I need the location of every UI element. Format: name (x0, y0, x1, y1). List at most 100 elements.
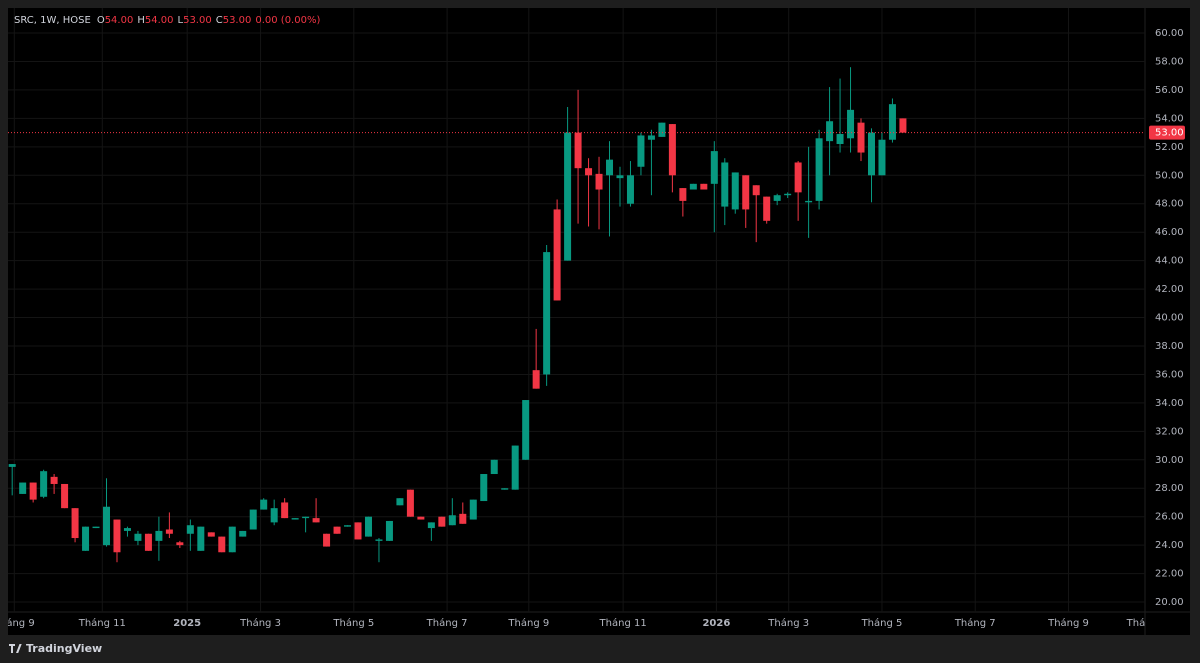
candle-body (260, 499, 268, 510)
change: 0.00 (0.00%) (255, 15, 320, 26)
candle-body (40, 471, 48, 497)
candle-body (857, 122, 865, 153)
symbol: SRC, 1W, HOSE (14, 15, 91, 26)
candle-body (647, 135, 655, 140)
ohlc-value: 53.00 (183, 15, 212, 26)
candle-body (511, 445, 519, 490)
x-tick-label: Tháng 5 (861, 617, 903, 629)
candle-body (700, 183, 708, 190)
candle-body (888, 104, 896, 140)
legend-header: SRC, 1W, HOSE O54.00 H54.00 L53.00 C53.00 0.0… (14, 15, 320, 26)
y-tick-label: 38.00 (1155, 341, 1184, 352)
candle-body (197, 526, 205, 551)
candle-body (61, 483, 69, 509)
ohlc-value: 54.00 (105, 15, 134, 26)
candle-body (637, 135, 645, 167)
candle-body (543, 252, 551, 375)
candle-body (8, 464, 16, 467)
y-tick-label: 42.00 (1155, 284, 1184, 295)
y-tick-label: 52.00 (1155, 142, 1184, 153)
candle-body (752, 185, 760, 196)
ohlc-key: C (216, 15, 223, 26)
y-tick-label: 36.00 (1155, 369, 1184, 380)
candle-body (186, 525, 194, 534)
candle-body (50, 476, 58, 484)
x-tick-label: 2025 (173, 618, 201, 629)
x-tick-label: Tháng 9 (1047, 617, 1089, 629)
x-tick-label: Tháng 11 (78, 617, 126, 629)
x-tick-label: Tháng 5 (332, 617, 374, 629)
candle-body (763, 196, 771, 221)
candle-body (595, 173, 603, 190)
candle-body (626, 175, 634, 204)
candle-body (658, 122, 666, 137)
candle-body (805, 200, 813, 203)
candle-body (574, 132, 582, 169)
y-tick-label: 46.00 (1155, 227, 1184, 238)
ohlc-key: H (137, 15, 145, 26)
y-tick-label: 32.00 (1155, 426, 1184, 437)
y-tick-label: 56.00 (1155, 85, 1184, 96)
candle-body (302, 516, 310, 519)
x-tick-label: 2026 (702, 618, 730, 629)
candle-body (532, 370, 540, 389)
candle-body (228, 526, 236, 553)
candle-body (668, 124, 676, 176)
candle-body (291, 518, 299, 520)
last-price-label: 53.00 (1155, 128, 1184, 139)
candle-body (490, 459, 498, 475)
candle-body (92, 526, 100, 529)
candle-body (71, 508, 79, 539)
candle-body (344, 525, 352, 527)
candle-body (312, 518, 320, 523)
candle-body (721, 162, 729, 207)
candle-body (406, 489, 414, 517)
candle-body (459, 513, 467, 524)
candle-body (155, 530, 163, 541)
x-tick-label: Tháng 9 (507, 617, 549, 629)
candle-body (239, 530, 247, 537)
candle-body (679, 188, 687, 201)
candle-body (82, 526, 90, 551)
footer-brand: TradingView (26, 642, 102, 655)
candle-body (134, 533, 142, 541)
x-tick-label: Tháng 7 (426, 617, 468, 629)
candle-body (176, 542, 184, 546)
candle-body (826, 121, 834, 142)
candle-body (867, 132, 875, 176)
candle-body (123, 528, 131, 531)
x-tick-label: Tháng 3 (767, 617, 809, 629)
candle-body (742, 175, 750, 210)
x-tick-label: Tháng 11 (599, 617, 647, 629)
candle-body (773, 195, 781, 201)
time-axis: Tháng 9 Tháng 11 2025 Tháng 3 Tháng 5 Tháng 7… (0, 617, 1145, 629)
chart-background (8, 8, 1190, 635)
candle-body (616, 175, 624, 179)
candle-body (731, 172, 739, 210)
candle-body (784, 193, 792, 196)
candle-body (553, 209, 561, 301)
candle-body (438, 516, 446, 527)
x-tick-label: Tháng 9 (0, 617, 35, 629)
candle-body (19, 482, 27, 494)
candle-body (29, 482, 37, 500)
candle-body (794, 162, 802, 193)
candle-body (375, 539, 383, 541)
y-tick-label: 20.00 (1155, 597, 1184, 608)
candle-body (501, 488, 509, 490)
candle-body (689, 183, 697, 190)
candle-body (144, 533, 152, 551)
candle-body (103, 506, 111, 546)
footer-logo (9, 644, 22, 653)
ohlc-key: O (97, 15, 105, 26)
candle-body (281, 502, 289, 519)
candle-body (249, 509, 257, 530)
candle-body (469, 499, 477, 520)
candle-body (218, 536, 226, 553)
ohlc-value: 54.00 (145, 15, 174, 26)
grid (8, 8, 1145, 612)
candle-body (207, 532, 215, 537)
y-tick-label: 30.00 (1155, 455, 1184, 466)
candle-body (878, 139, 886, 176)
